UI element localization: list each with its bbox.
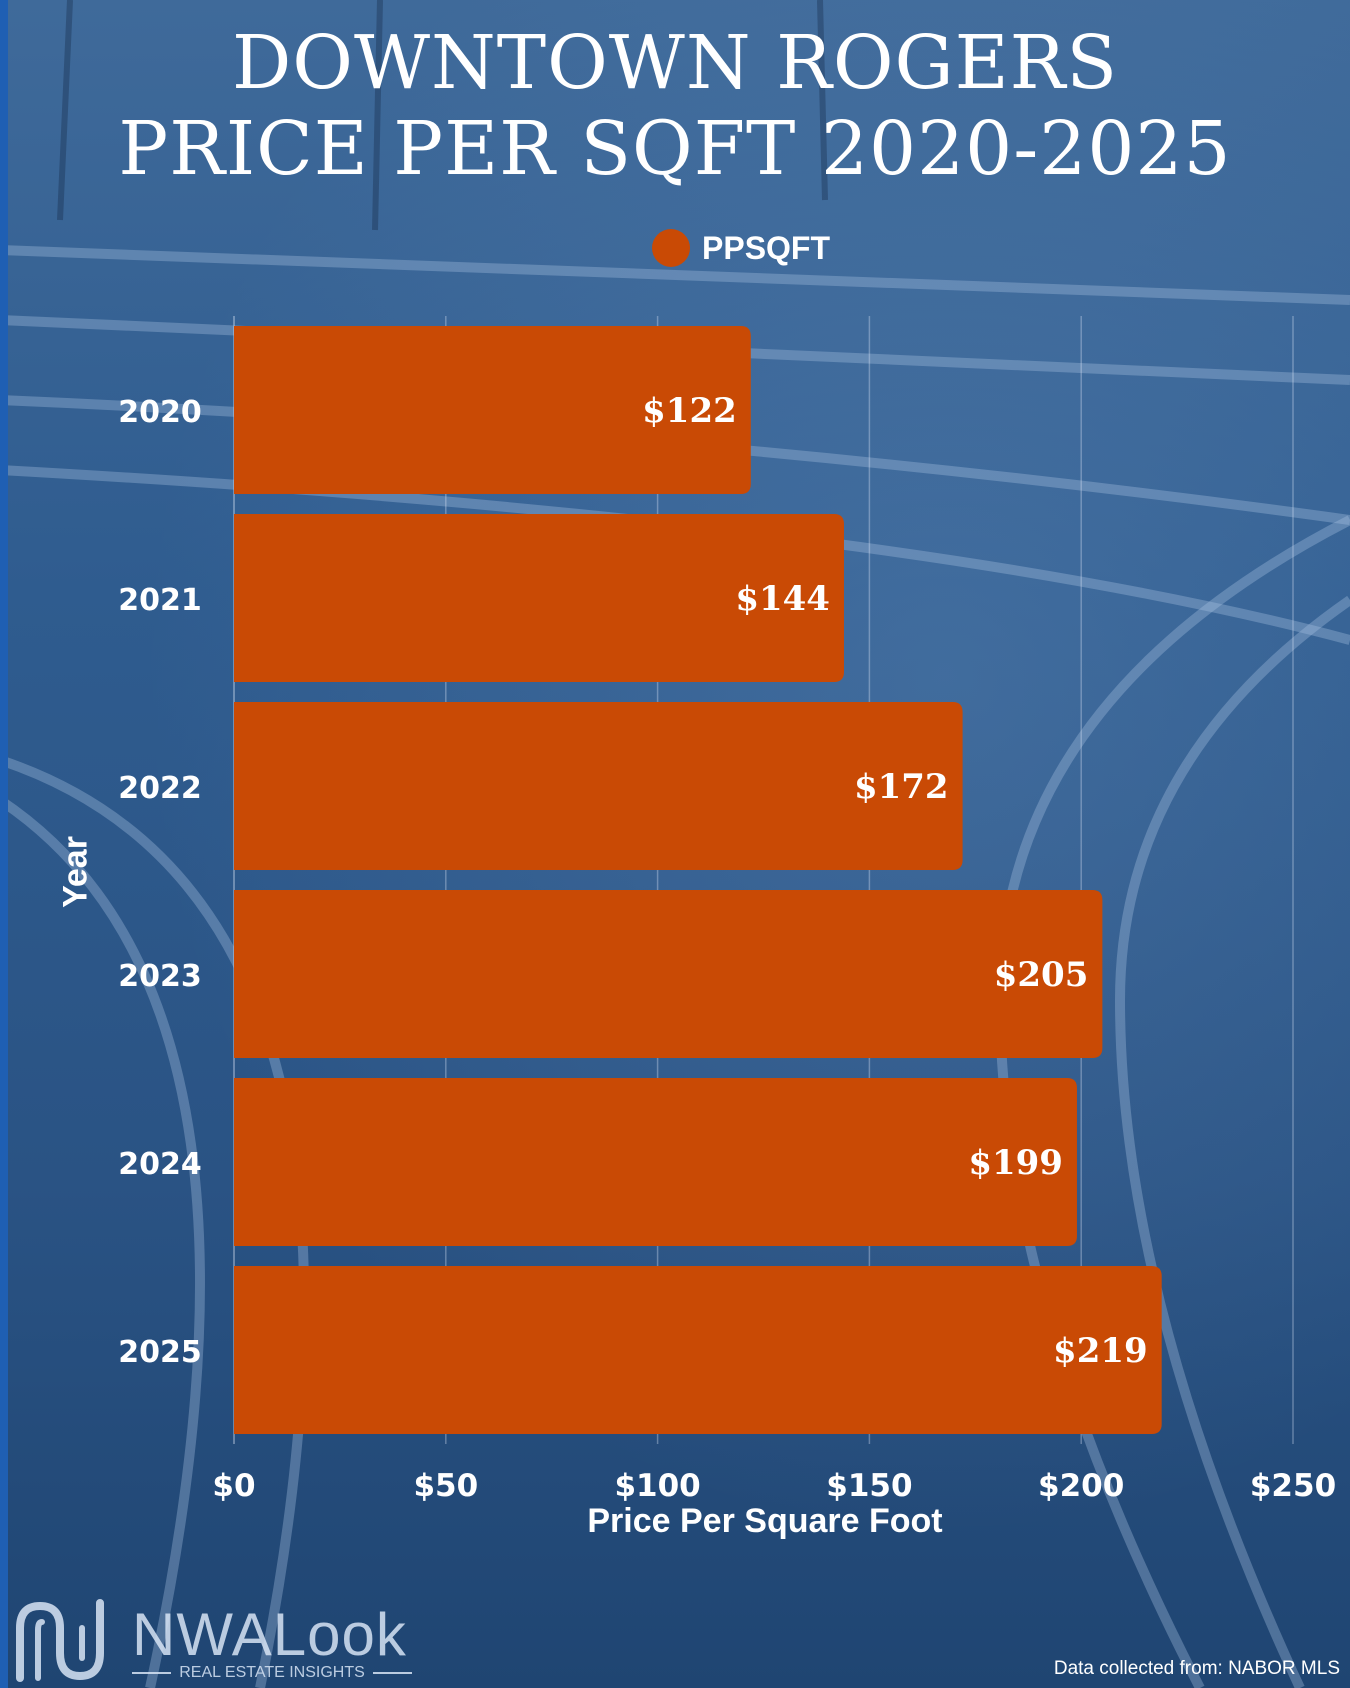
x-tick-label: $150: [826, 1468, 912, 1504]
y-tick-label: 2020: [118, 395, 202, 430]
bar: [234, 890, 1103, 1058]
bar: [234, 326, 751, 494]
brand-logo: NWALook REAL ESTATE INSIGHTS: [10, 1598, 430, 1688]
bar-value-label: $199: [968, 1143, 1063, 1183]
bar: [234, 702, 963, 870]
chart-title-line-1: DOWNTOWN ROGERS: [231, 20, 1119, 106]
legend-swatch: [652, 229, 690, 267]
bar: [234, 1266, 1162, 1434]
x-tick-label: $50: [413, 1468, 478, 1504]
chart-title-line-2: PRICE PER SQFT 2020-2025: [118, 106, 1232, 192]
legend-label: PPSQFT: [702, 229, 831, 266]
tagline-rule-left: [132, 1672, 172, 1674]
nwalook-logo-icon: [16, 1599, 104, 1682]
logo-wordmark: NWALook: [132, 1601, 407, 1668]
y-tick-label: 2022: [118, 771, 202, 806]
y-axis-label-text: Year: [56, 836, 95, 908]
bar-value-label: $122: [642, 391, 737, 431]
bar-value-label: $205: [994, 955, 1089, 995]
logo-tagline-text: REAL ESTATE INSIGHTS: [179, 1664, 365, 1681]
bar-value-label: $219: [1053, 1331, 1148, 1371]
tagline-rule-right: [372, 1672, 413, 1674]
y-tick-label: 2023: [118, 959, 202, 994]
x-tick-label: $100: [614, 1468, 700, 1504]
y-tick-label: 2024: [118, 1147, 202, 1182]
y-tick-label: 2021: [118, 583, 202, 618]
bar-value-label: $172: [854, 767, 949, 807]
y-tick-label: 2025: [118, 1335, 202, 1370]
x-axis-label: Price Per Square Foot: [587, 1502, 943, 1540]
bar: [234, 1078, 1077, 1246]
x-tick-label: $200: [1038, 1468, 1124, 1504]
data-source-note: Data collected from: NABOR MLS: [1053, 1658, 1340, 1679]
bar: [234, 514, 844, 682]
x-tick-label: $0: [212, 1468, 255, 1504]
x-tick-label: $250: [1250, 1468, 1336, 1504]
legend: PPSQFT: [652, 226, 830, 270]
left-edge-accent: [0, 0, 8, 1688]
bar-value-label: $144: [735, 579, 830, 619]
logo-tagline: REAL ESTATE INSIGHTS: [132, 1664, 413, 1682]
